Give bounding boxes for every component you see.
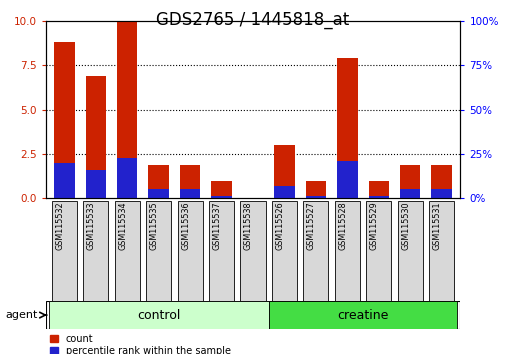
FancyBboxPatch shape	[83, 201, 108, 302]
Text: GDS2765 / 1445818_at: GDS2765 / 1445818_at	[156, 11, 349, 29]
Bar	[368, 196, 388, 198]
FancyBboxPatch shape	[209, 201, 234, 302]
FancyBboxPatch shape	[52, 201, 77, 302]
Bar	[305, 196, 325, 198]
FancyBboxPatch shape	[177, 201, 203, 302]
Bar	[336, 161, 357, 198]
Bar	[211, 196, 231, 198]
FancyBboxPatch shape	[334, 201, 359, 302]
Bar	[85, 76, 106, 198]
Bar	[431, 189, 451, 198]
Text: GSM115532: GSM115532	[55, 201, 64, 250]
Legend: count, percentile rank within the sample: count, percentile rank within the sample	[50, 334, 230, 354]
Text: GSM115534: GSM115534	[118, 201, 127, 250]
Bar	[399, 188, 420, 198]
FancyBboxPatch shape	[115, 201, 139, 302]
Bar	[148, 189, 169, 198]
Text: creatine: creatine	[337, 309, 388, 321]
Bar	[117, 21, 137, 198]
Bar	[268, 301, 457, 329]
FancyBboxPatch shape	[271, 201, 296, 302]
Bar	[148, 165, 169, 198]
FancyBboxPatch shape	[428, 201, 453, 302]
Text: GSM115535: GSM115535	[149, 201, 159, 250]
FancyBboxPatch shape	[302, 201, 328, 302]
Text: GSM115533: GSM115533	[87, 201, 95, 250]
Bar	[117, 158, 137, 198]
Bar	[336, 58, 357, 198]
FancyBboxPatch shape	[146, 201, 171, 302]
Bar	[305, 181, 325, 198]
Bar	[431, 165, 451, 198]
FancyBboxPatch shape	[366, 201, 390, 302]
Text: GSM115538: GSM115538	[243, 201, 252, 250]
Bar	[54, 42, 74, 198]
Bar	[180, 165, 200, 198]
Bar	[85, 170, 106, 198]
Text: agent: agent	[5, 310, 37, 320]
Bar	[274, 186, 294, 198]
Text: GSM115531: GSM115531	[432, 201, 441, 250]
Text: GSM115530: GSM115530	[400, 201, 410, 250]
Bar	[180, 189, 200, 198]
Text: GSM115536: GSM115536	[181, 201, 190, 250]
Text: GSM115526: GSM115526	[275, 201, 284, 250]
Bar	[274, 145, 294, 198]
FancyBboxPatch shape	[240, 201, 265, 302]
Text: GSM115527: GSM115527	[306, 201, 315, 250]
Bar	[48, 301, 268, 329]
Text: GSM115529: GSM115529	[369, 201, 378, 250]
Text: GSM115537: GSM115537	[212, 201, 221, 250]
Bar	[54, 163, 74, 198]
Bar	[399, 165, 420, 198]
FancyBboxPatch shape	[397, 201, 422, 302]
Bar	[368, 181, 388, 198]
Bar	[211, 181, 231, 198]
Text: GSM115528: GSM115528	[338, 201, 346, 250]
Text: control: control	[137, 309, 180, 321]
